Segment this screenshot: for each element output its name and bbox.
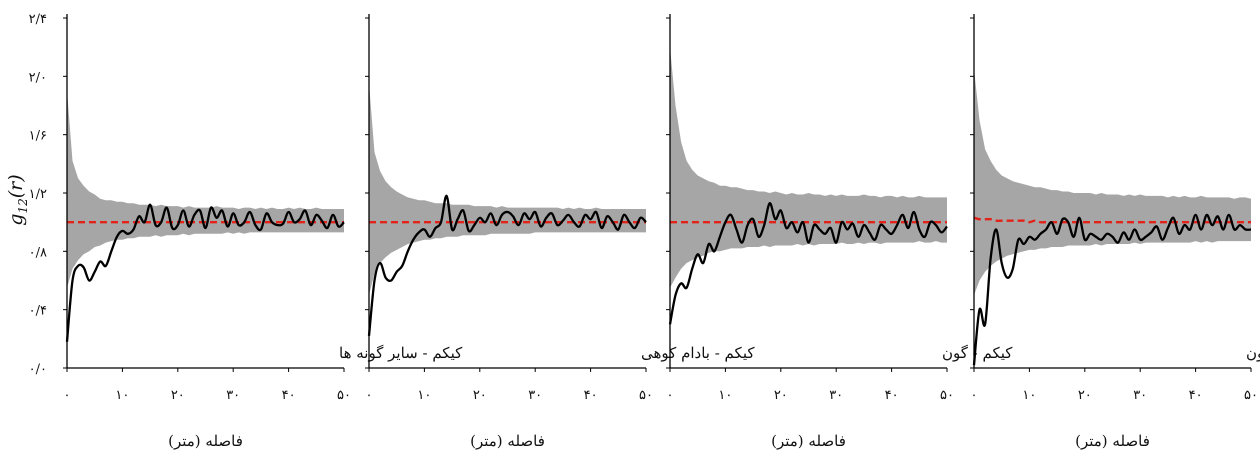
x-tick-label: ۲۰ (1078, 388, 1092, 403)
y-axis-title-subscript: 12 (16, 198, 30, 213)
x-tick-label: ۲۰ (171, 388, 185, 403)
x-tick-label: ۴۰ (885, 388, 899, 403)
y-tick-label: ۲/۰ (29, 70, 47, 85)
observed-line (972, 213, 1252, 366)
x-tick-label: ۵۰ (1244, 388, 1258, 403)
x-tick-label: ۳۰ (829, 388, 843, 403)
simulation-envelope-band (369, 83, 646, 296)
x-tick-label: ۳۰ (1133, 388, 1147, 403)
panel-1: ۰/۰ ۰/۴ ۰/۸ ۱/۲ ۱/۶ ۲/۰ ۲/۴ ۰ ۱۰ ۲۰ ۳۰ ۴۰ ۵۰ کیکم - س… (29, 12, 463, 450)
x-tick-label: ۳۰ (226, 388, 240, 403)
y-tick-label: ۰/۴ (29, 304, 47, 319)
observed-line (668, 202, 948, 325)
x-axis-title: فاصله (متر) (771, 432, 846, 450)
x-tick-label: ۴۰ (282, 388, 296, 403)
x-tick-label: ۰ (64, 388, 71, 403)
y-axis-title-arg: (r) (5, 174, 27, 198)
x-tick-label: ۱۰ (417, 388, 431, 403)
y-axis-title-main: g (5, 214, 27, 226)
y-tick-label: ۱/۶ (29, 129, 47, 144)
y-tick-label: ۰/۰ (29, 362, 47, 377)
x-axis-title: فاصله (متر) (168, 432, 243, 450)
x-tick-label: ۳۰ (528, 388, 542, 403)
panel-3: ۰ ۱۰ ۲۰ ۳۰ ۴۰ ۵۰ کیکم - گون فاصله (متر) (666, 14, 1013, 450)
y-tick-label: ۰/۸ (29, 245, 47, 260)
panels: ۰/۰ ۰/۴ ۰/۸ ۱/۲ ۱/۶ ۲/۰ ۲/۴ ۰ ۱۰ ۲۰ ۳۰ ۴۰ ۵۰ کیکم - س… (29, 12, 1260, 450)
panel-label: بادام کوهی- گون (1246, 344, 1260, 362)
x-tick-label: ۴۰ (1189, 388, 1203, 403)
observed-line (65, 203, 345, 342)
x-tick-label: ۵۰ (639, 388, 653, 403)
panel-4: ۰ ۱۰ ۲۰ ۳۰ ۴۰ ۵۰ بادام کوهی- گون فاصله (متر) (970, 14, 1260, 450)
x-axis-title: فاصله (متر) (1075, 432, 1150, 450)
x-tick-label: ۴۰ (584, 388, 598, 403)
x-tick-label: ۱۰ (115, 388, 129, 403)
panel-label: کیکم - بادام کوهی (641, 344, 755, 362)
panel-label: کیکم - گون (942, 344, 1013, 362)
x-tick-label: ۰ (667, 388, 674, 403)
x-tick-label: ۰ (971, 388, 978, 403)
y-tick-label: ۱/۲ (29, 187, 47, 202)
simulation-envelope-band (670, 47, 947, 288)
x-tick-label: ۲۰ (774, 388, 788, 403)
x-tick-label: ۱۰ (1022, 388, 1036, 403)
y-axis-title: g12(r) (5, 174, 30, 225)
y-tick-label: ۲/۴ (29, 12, 47, 27)
x-axis-title: فاصله (متر) (470, 432, 545, 450)
x-tick-label: ۵۰ (940, 388, 954, 403)
svg-text:g12(r): g12(r) (5, 174, 30, 225)
x-tick-label: ۰ (366, 388, 373, 403)
panel-label: کیکم - سایر گونه ها (339, 344, 463, 362)
x-tick-label: ۵۰ (337, 388, 351, 403)
simulation-envelope-band (974, 69, 1251, 296)
x-tick-label: ۲۰ (473, 388, 487, 403)
observed-line (367, 194, 647, 337)
x-tick-label: ۱۰ (718, 388, 732, 403)
